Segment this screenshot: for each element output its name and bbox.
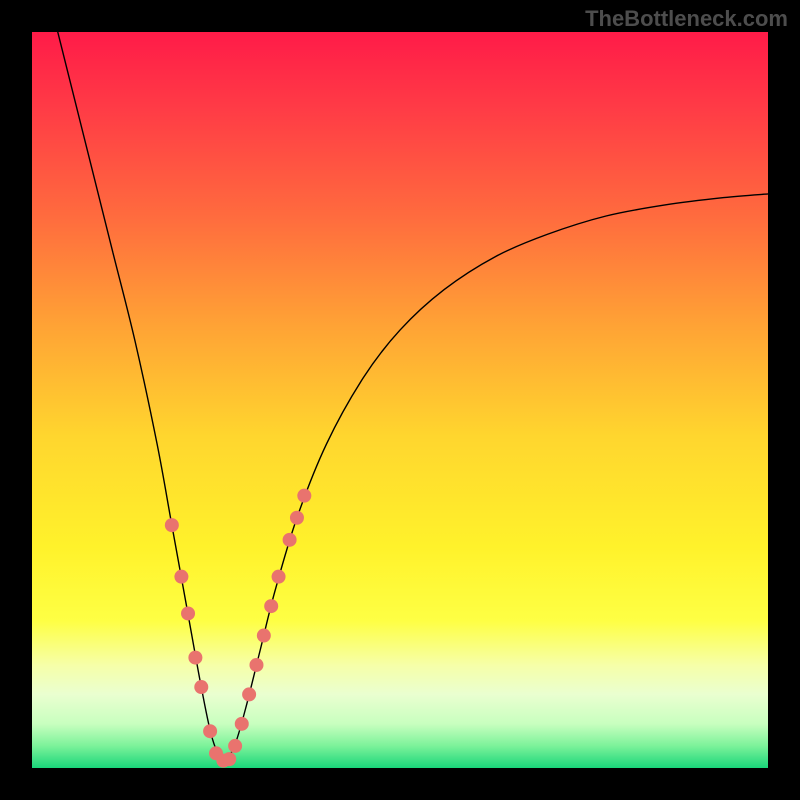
data-marker <box>257 629 271 643</box>
chart-frame: TheBottleneck.com <box>0 0 800 800</box>
data-marker <box>181 606 195 620</box>
data-marker <box>272 570 286 584</box>
data-marker <box>297 489 311 503</box>
data-marker <box>235 717 249 731</box>
data-marker <box>222 752 236 766</box>
data-marker <box>290 511 304 525</box>
data-marker <box>194 680 208 694</box>
data-marker <box>249 658 263 672</box>
data-marker <box>165 518 179 532</box>
data-marker <box>188 651 202 665</box>
data-marker <box>283 533 297 547</box>
data-marker <box>174 570 188 584</box>
bottleneck-curve-chart <box>32 32 768 768</box>
watermark-text: TheBottleneck.com <box>585 6 788 32</box>
chart-background <box>32 32 768 768</box>
data-marker <box>228 739 242 753</box>
data-marker <box>264 599 278 613</box>
data-marker <box>203 724 217 738</box>
data-marker <box>242 687 256 701</box>
plot-area <box>32 32 768 768</box>
